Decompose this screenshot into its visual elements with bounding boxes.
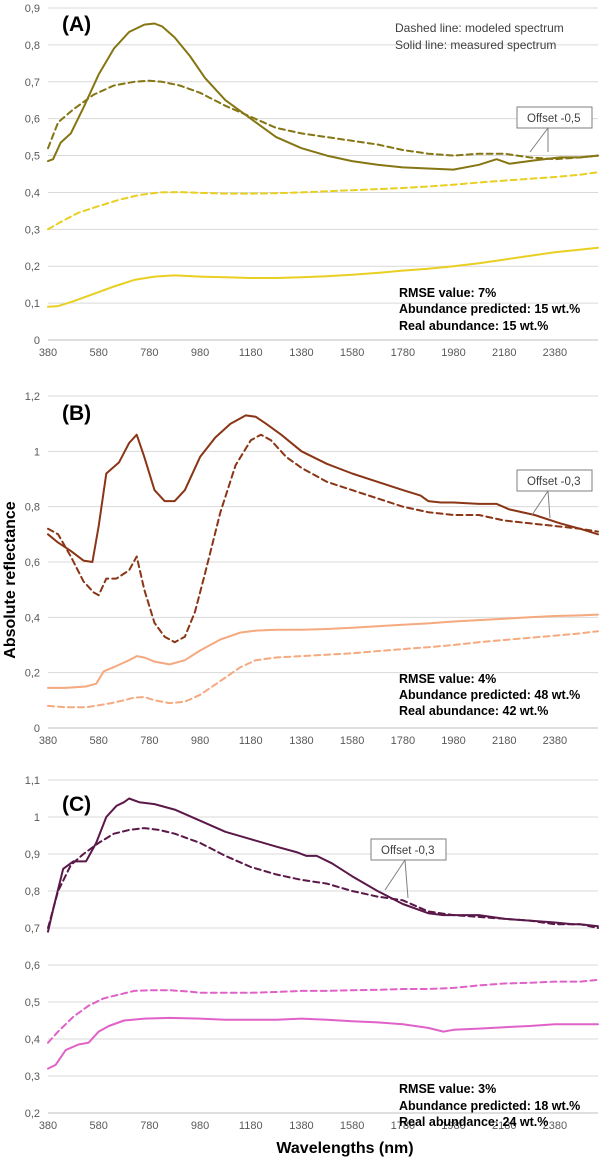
y-tick-label: 0,8 <box>25 40 40 52</box>
x-tick-label: 1780 <box>391 1120 415 1132</box>
y-tick-label: 0,5 <box>25 997 40 1009</box>
y-tick-label: 0,9 <box>25 3 40 15</box>
x-tick-label: 1180 <box>239 1120 263 1132</box>
y-tick-label: 0 <box>34 723 40 735</box>
offset-label: Offset -0,3 <box>527 476 580 488</box>
modeled-spectrum-line <box>47 827 599 929</box>
x-tick-label: 1580 <box>340 1120 364 1132</box>
measured-spectrum-line <box>47 613 599 689</box>
x-tick-label: 1180 <box>239 347 263 359</box>
x-tick-label: 980 <box>191 735 209 747</box>
x-tick-label: 1380 <box>289 735 313 747</box>
abundance-predicted: Abundance predicted: 15 wt.% <box>399 302 580 316</box>
y-tick-label: 0,8 <box>25 886 40 898</box>
y-tick-label: 0,7 <box>25 77 40 89</box>
y-tick-label: 0,4 <box>25 187 40 199</box>
measured-spectrum-line <box>47 1016 599 1070</box>
x-tick-label: 980 <box>191 1120 209 1132</box>
legend-solid-note: Solid line: measured spectrum <box>395 38 556 52</box>
x-tick-label: 2180 <box>492 735 516 747</box>
x-tick-label: 1780 <box>391 347 415 359</box>
offset-callout: Offset -0,3 <box>516 469 593 519</box>
panel-b: 0 0,2 0,4 0,6 0,8 1 1,2 380 580 780 980 1180 1380 158… <box>25 391 599 747</box>
measured-spectrum-line <box>47 22 599 171</box>
y-tick-label: 1 <box>34 446 40 458</box>
x-tick-label: 780 <box>140 347 158 359</box>
y-tick-label: 0,2 <box>25 261 40 273</box>
y-tick-label: 0,4 <box>25 612 40 624</box>
real-abundance: Real abundance: 24 wt.% <box>399 1115 548 1129</box>
panel-label: (B) <box>62 402 91 425</box>
panel-label: (C) <box>62 793 91 816</box>
measured-spectrum-line <box>47 414 599 563</box>
x-tick-label: 1580 <box>340 347 364 359</box>
offset-callout: Offset -0,5 <box>516 106 593 153</box>
x-axis-label: Wavelengths (nm) <box>276 1140 413 1157</box>
measured-spectrum-line <box>47 246 599 308</box>
abundance-predicted: Abundance predicted: 18 wt.% <box>399 1099 580 1113</box>
real-abundance: Real abundance: 15 wt.% <box>399 319 548 333</box>
modeled-spectrum-line <box>47 79 599 161</box>
y-tick-label: 0 <box>34 335 40 347</box>
x-tick-label: 380 <box>39 1120 57 1132</box>
y-tick-label: 0,2 <box>25 668 40 680</box>
rmse-value: RMSE value: 3% <box>399 1082 496 1096</box>
x-tick-label: 380 <box>39 347 57 359</box>
x-tick-label: 1980 <box>441 1120 465 1132</box>
legend-dashed-note: Dashed line: modeled spectrum <box>395 21 564 35</box>
x-tick-label: 580 <box>90 735 108 747</box>
y-tick-label: 0,4 <box>25 1034 40 1046</box>
offset-callout: Offset -0,3 <box>370 838 447 899</box>
panel-a: 0 0,1 0,2 0,3 0,4 0,5 0,6 0,7 0,8 0,9 380 580 780 980… <box>25 3 599 359</box>
x-tick-label: 2380 <box>543 1120 567 1132</box>
x-tick-label: 2180 <box>492 1120 516 1132</box>
abundance-predicted: Abundance predicted: 48 wt.% <box>399 688 580 702</box>
y-axis-label: Absolute reflectance <box>2 501 19 658</box>
x-tick-label: 980 <box>191 347 209 359</box>
x-tick-label: 1780 <box>391 735 415 747</box>
y-tick-label: 0,3 <box>25 224 40 236</box>
x-tick-label: 2380 <box>543 735 567 747</box>
y-tick-label: 0,6 <box>25 557 40 569</box>
x-tick-label: 780 <box>140 735 158 747</box>
y-tick-label: 0,2 <box>25 1108 40 1120</box>
rmse-value: RMSE value: 7% <box>399 286 496 300</box>
modeled-spectrum-line <box>47 433 599 644</box>
y-tick-label: 0,7 <box>25 923 40 935</box>
x-tick-label: 380 <box>39 735 57 747</box>
offset-label: Offset -0,5 <box>527 113 580 125</box>
modeled-spectrum-line <box>47 978 599 1044</box>
x-tick-label: 580 <box>90 1120 108 1132</box>
x-tick-label: 580 <box>90 347 108 359</box>
modeled-spectrum-line <box>47 171 599 231</box>
x-tick-label: 1180 <box>239 735 263 747</box>
x-tick-label: 1980 <box>441 347 465 359</box>
modeled-spectrum-line <box>47 630 599 709</box>
measured-spectrum-line <box>47 797 599 933</box>
x-tick-label: 2180 <box>492 347 516 359</box>
y-tick-label: 1,1 <box>25 775 40 787</box>
y-tick-label: 0,9 <box>25 849 40 861</box>
panel-c: 0,2 0,3 0,4 0,5 0,6 0,7 0,8 0,9 1 1,1 380 580 780 980… <box>25 775 599 1132</box>
rmse-value: RMSE value: 4% <box>399 672 496 686</box>
y-tick-label: 0,8 <box>25 502 40 514</box>
x-tick-label: 1380 <box>289 347 313 359</box>
y-tick-label: 1,2 <box>25 391 40 403</box>
y-tick-label: 0,1 <box>25 298 40 310</box>
y-tick-label: 0,5 <box>25 151 40 163</box>
y-tick-label: 0,6 <box>25 114 40 126</box>
real-abundance: Real abundance: 42 wt.% <box>399 704 548 718</box>
panel-label: (A) <box>62 13 91 36</box>
y-tick-label: 0,6 <box>25 960 40 972</box>
y-tick-label: 0,3 <box>25 1071 40 1083</box>
x-tick-label: 1580 <box>340 735 364 747</box>
x-tick-label: 780 <box>140 1120 158 1132</box>
x-tick-label: 2380 <box>543 347 567 359</box>
x-tick-label: 1980 <box>441 735 465 747</box>
offset-label: Offset -0,3 <box>381 845 434 857</box>
y-tick-label: 1 <box>34 812 40 824</box>
x-tick-label: 1380 <box>289 1120 313 1132</box>
